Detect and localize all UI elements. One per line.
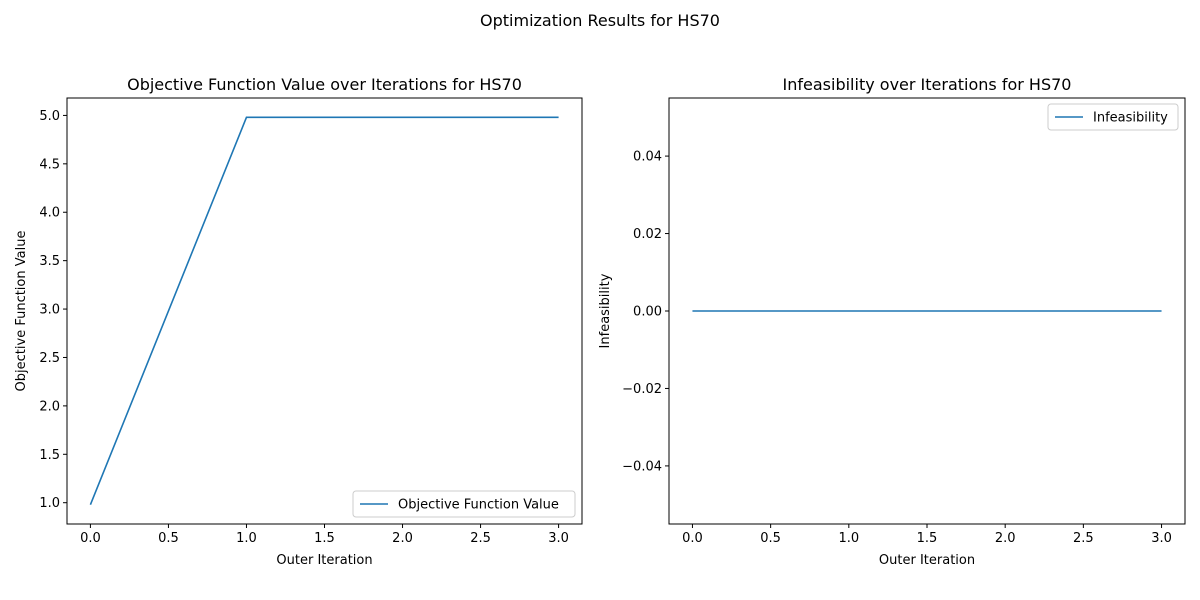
x-ticks: 0.0 0.5 1.0 1.5 2.0 2.5 3.0 (80, 524, 569, 546)
y-ticks: 0.04 0.02 0.00 −0.02 −0.04 (622, 150, 669, 474)
series-lines (89, 116, 559, 505)
x-tick-label: 1.5 (917, 531, 938, 546)
x-tick-label: 2.0 (392, 531, 413, 546)
y-tick-label: 5.0 (39, 109, 60, 124)
x-ticks: 0.0 0.5 1.0 1.5 2.0 2.5 3.0 (682, 524, 1172, 546)
y-axis-label: Infeasibility (598, 273, 613, 348)
x-tick-label: 0.5 (158, 531, 179, 546)
x-tick-label: 1.0 (236, 531, 257, 546)
y-tick-label: 4.0 (39, 206, 60, 221)
x-tick-label: 2.5 (1073, 531, 1094, 546)
x-axis-label: Outer Iteration (879, 553, 975, 568)
y-axis-label: Objective Function Value (14, 231, 29, 392)
chart-objective: Objective Function Value over Iterations… (14, 75, 583, 568)
y-tick-label: −0.02 (622, 382, 662, 397)
y-tick-label: 0.02 (633, 227, 662, 242)
legend-box (352, 490, 576, 518)
legend: Objective Function Value (352, 490, 576, 518)
x-tick-label: 3.0 (548, 531, 569, 546)
plot-area (66, 97, 583, 525)
series-line (89, 116, 559, 505)
y-ticks: 1.0 1.5 2.0 2.5 3.0 3.5 4.0 4.5 5.0 (39, 109, 67, 511)
y-tick-label: 0.04 (633, 150, 662, 165)
x-tick-label: 0.0 (80, 531, 101, 546)
y-tick-label: 4.5 (39, 157, 60, 172)
figure-title: Optimization Results for HS70 (480, 11, 720, 30)
legend: Infeasibility (1047, 103, 1179, 131)
legend-label: Objective Function Value (398, 498, 559, 513)
x-tick-label: 3.0 (1151, 531, 1172, 546)
x-tick-label: 1.0 (838, 531, 859, 546)
y-tick-label: 2.5 (39, 351, 60, 366)
x-tick-label: 0.0 (682, 531, 703, 546)
x-axis-label: Outer Iteration (276, 553, 372, 568)
chart-infeasibility: Infeasibility over Iterations for HS70 0… (598, 75, 1186, 568)
y-tick-label: 0.00 (633, 305, 662, 320)
y-tick-label: 1.5 (39, 448, 60, 463)
y-tick-label: 2.0 (39, 399, 60, 414)
y-tick-label: 3.0 (39, 303, 60, 318)
legend-label: Infeasibility (1093, 111, 1168, 126)
chart-title: Infeasibility over Iterations for HS70 (783, 75, 1072, 94)
x-tick-label: 1.5 (314, 531, 335, 546)
y-tick-label: 3.5 (39, 254, 60, 269)
y-tick-label: 1.0 (39, 496, 60, 511)
x-tick-label: 2.0 (995, 531, 1016, 546)
x-tick-label: 0.5 (760, 531, 781, 546)
chart-title: Objective Function Value over Iterations… (127, 75, 522, 94)
y-tick-label: −0.04 (622, 459, 662, 474)
x-tick-label: 2.5 (470, 531, 491, 546)
legend-box (1047, 103, 1179, 131)
